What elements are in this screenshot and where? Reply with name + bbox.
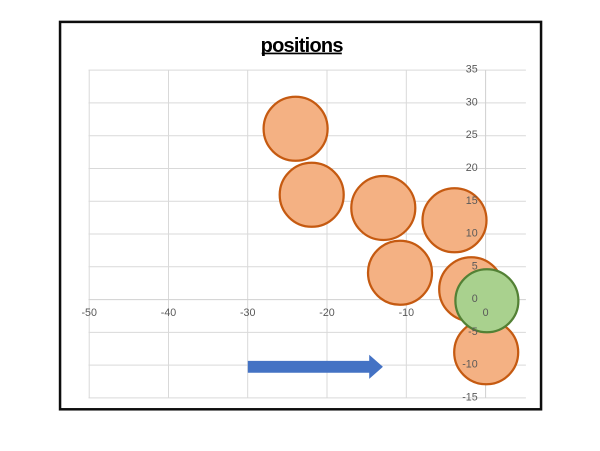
svg-text:35: 35	[466, 64, 478, 76]
svg-text:-5: -5	[468, 326, 478, 338]
svg-text:-10: -10	[399, 307, 415, 319]
svg-text:positions: positions	[261, 35, 344, 57]
svg-text:-10: -10	[462, 359, 478, 371]
svg-text:25: 25	[466, 129, 478, 141]
svg-text:0: 0	[472, 293, 478, 305]
svg-text:-20: -20	[319, 307, 335, 319]
svg-text:20: 20	[466, 162, 478, 174]
svg-text:30: 30	[466, 96, 478, 108]
svg-text:0: 0	[483, 307, 489, 319]
svg-text:-50: -50	[81, 307, 97, 319]
svg-text:-30: -30	[240, 307, 256, 319]
svg-text:-40: -40	[161, 307, 177, 319]
svg-text:5: 5	[472, 260, 478, 272]
svg-text:10: 10	[466, 228, 478, 240]
svg-text:-15: -15	[462, 392, 478, 404]
svg-text:15: 15	[466, 195, 478, 207]
